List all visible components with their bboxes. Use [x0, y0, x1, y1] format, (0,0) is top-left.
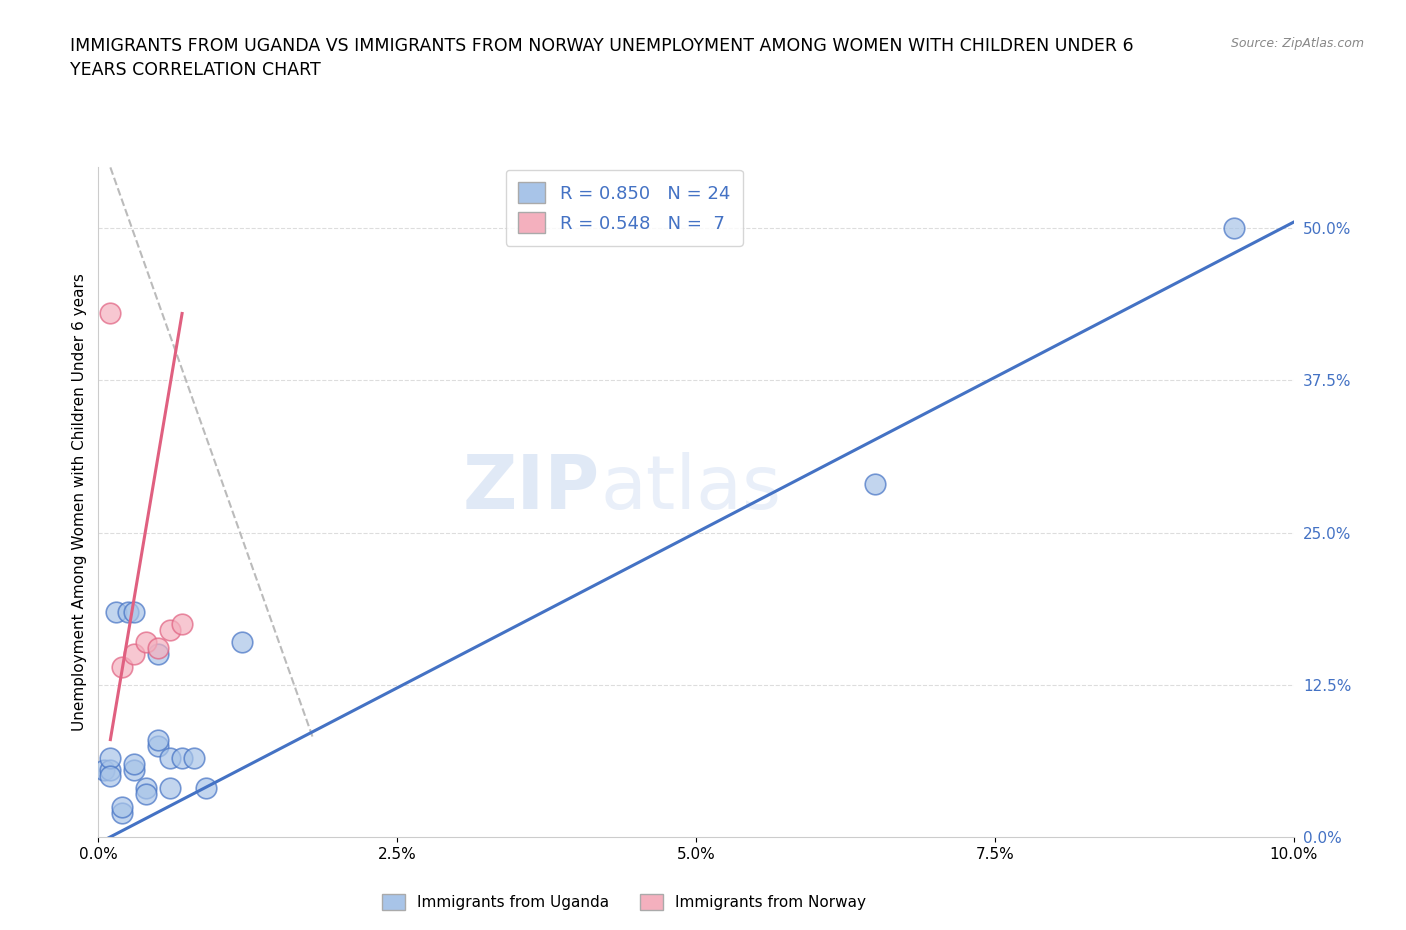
Point [148, 647, 170, 662]
Point [100, 769, 122, 784]
Point [124, 763, 146, 777]
Point [159, 751, 181, 765]
Point [111, 799, 134, 814]
Point [148, 641, 170, 656]
Point [100, 306, 122, 321]
Point [195, 781, 218, 796]
Text: Source: ZipAtlas.com: Source: ZipAtlas.com [1230, 37, 1364, 50]
Point [159, 781, 181, 796]
Text: atlas: atlas [600, 452, 782, 525]
Text: ZIP: ZIP [463, 452, 600, 525]
Point [148, 738, 170, 753]
Point [183, 751, 205, 765]
Point [172, 617, 194, 631]
Point [124, 756, 146, 771]
Point [231, 635, 253, 650]
Point [111, 659, 134, 674]
Point [100, 751, 122, 765]
Point [105, 604, 128, 619]
Point [159, 622, 181, 637]
Point [100, 763, 122, 777]
Point [135, 787, 157, 802]
Point [148, 732, 170, 747]
Point [111, 805, 134, 820]
Legend: Immigrants from Uganda, Immigrants from Norway: Immigrants from Uganda, Immigrants from … [377, 888, 872, 916]
Point [124, 604, 146, 619]
Point [135, 781, 157, 796]
Text: IMMIGRANTS FROM UGANDA VS IMMIGRANTS FROM NORWAY UNEMPLOYMENT AMONG WOMEN WITH C: IMMIGRANTS FROM UGANDA VS IMMIGRANTS FRO… [70, 37, 1133, 79]
Point [135, 635, 157, 650]
Point [172, 751, 194, 765]
Point [1223, 220, 1246, 235]
Point [865, 476, 887, 491]
Y-axis label: Unemployment Among Women with Children Under 6 years: Unemployment Among Women with Children U… [72, 273, 87, 731]
Point [117, 604, 139, 619]
Point [124, 647, 146, 662]
Point [93, 763, 115, 777]
